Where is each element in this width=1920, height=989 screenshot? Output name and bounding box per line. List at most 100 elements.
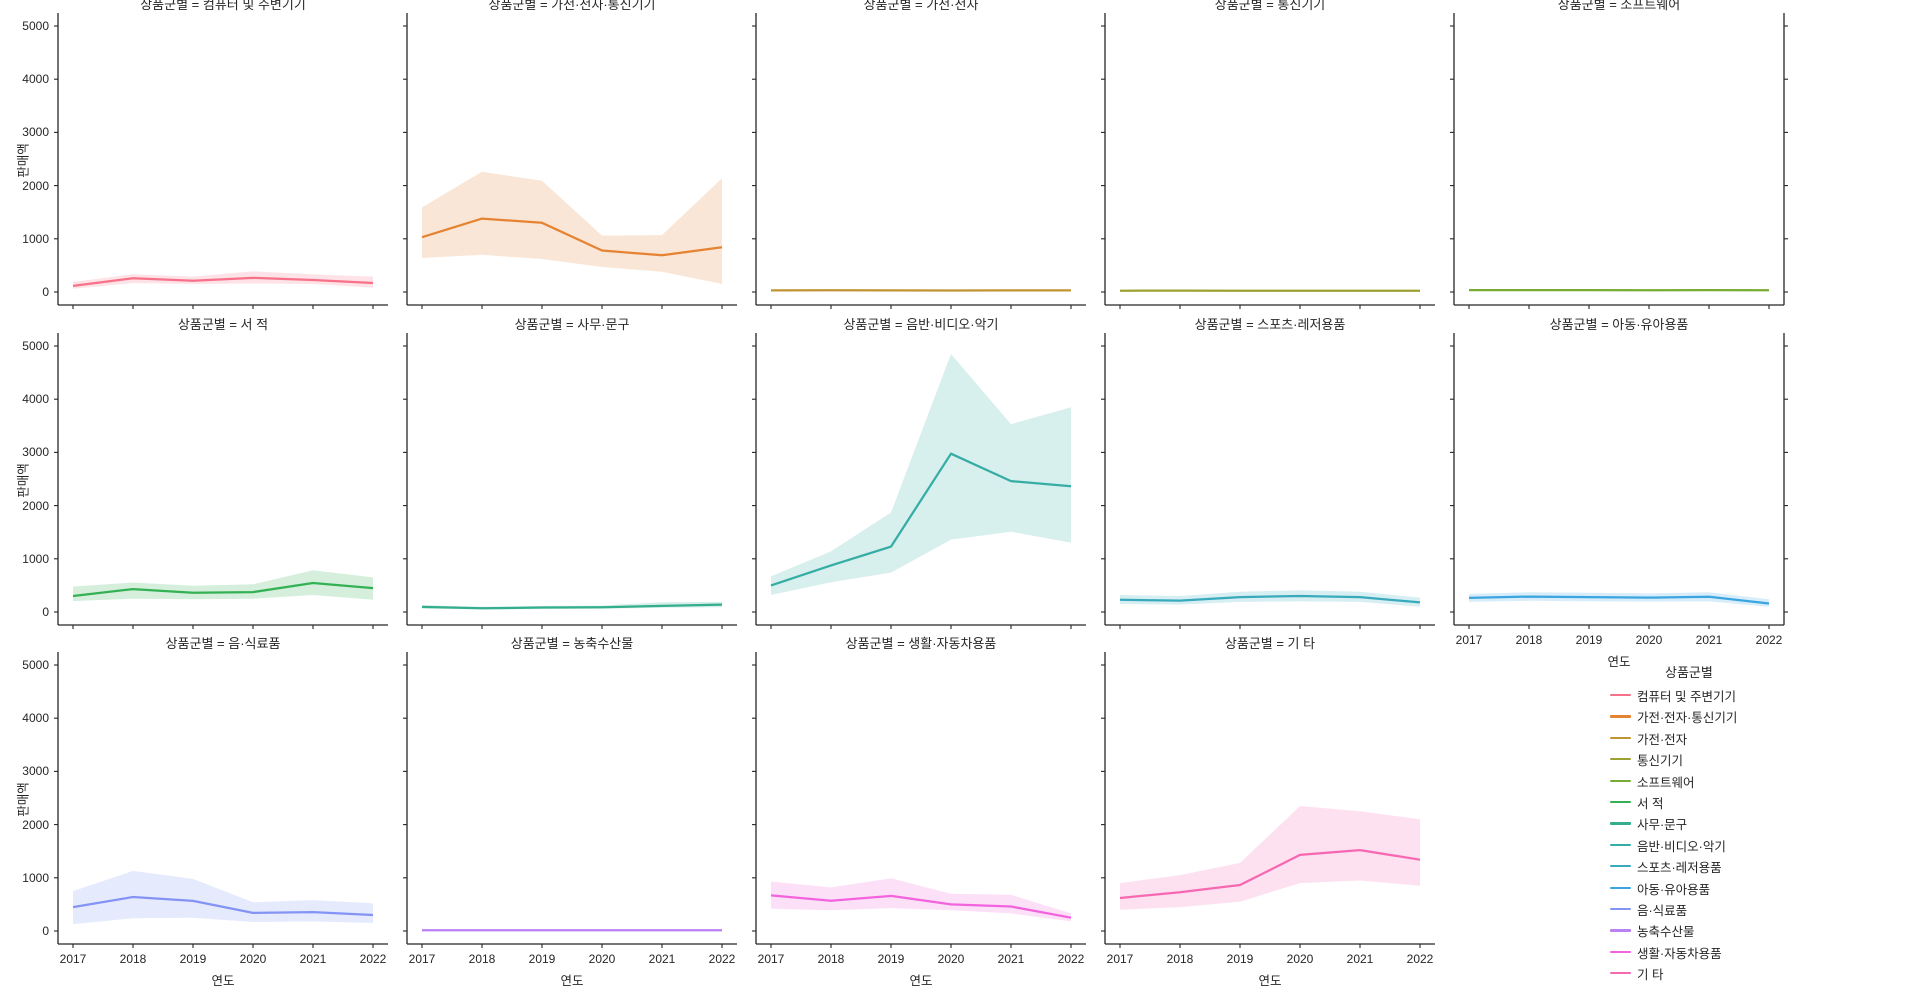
facet-plot <box>52 333 394 633</box>
x-tick-label: 2017 <box>49 952 97 966</box>
x-tick-label: 2021 <box>987 952 1035 966</box>
y-tick-label: 2000 <box>9 818 49 832</box>
x-tick-label: 2017 <box>747 952 795 966</box>
x-tick-label: 2018 <box>1156 952 1204 966</box>
legend-line-swatch <box>1610 694 1631 696</box>
x-tick-label: 2019 <box>1565 633 1613 647</box>
x-axis-label: 연도 <box>1240 970 1300 989</box>
x-tick-label: 2020 <box>229 952 277 966</box>
confidence-band <box>73 871 373 924</box>
legend-label: 스포츠·레저용품 <box>1637 857 1722 876</box>
y-tick-label: 2000 <box>9 499 49 513</box>
legend-line-swatch <box>1610 822 1631 824</box>
x-axis-label: 연도 <box>193 970 253 989</box>
y-tick-label: 1000 <box>9 232 49 246</box>
legend-line-swatch <box>1610 801 1631 803</box>
x-tick-label: 2020 <box>1276 952 1324 966</box>
facet-title: 상품군별 = 기 타 <box>1105 633 1435 652</box>
legend-line-swatch <box>1610 929 1631 931</box>
facet-title: 상품군별 = 음·식료품 <box>58 633 388 652</box>
facet-plot <box>1099 13 1441 313</box>
legend-line-swatch <box>1610 715 1631 717</box>
legend-title: 상품군별 <box>1665 662 1713 681</box>
facet-title: 상품군별 = 가전·전자·통신기기 <box>407 0 737 13</box>
x-axis-label: 연도 <box>891 970 951 989</box>
y-tick-label: 4000 <box>9 72 49 86</box>
facet-plot <box>52 652 394 952</box>
x-tick-label: 2018 <box>807 952 855 966</box>
facet-plot <box>1099 333 1441 633</box>
x-tick-label: 2017 <box>1445 633 1493 647</box>
facet-title: 상품군별 = 아동·유아용품 <box>1454 314 1784 333</box>
x-tick-label: 2018 <box>109 952 157 966</box>
y-tick-label: 3000 <box>9 125 49 139</box>
y-tick-label: 3000 <box>9 764 49 778</box>
y-tick-label: 0 <box>9 605 49 619</box>
x-tick-label: 2019 <box>867 952 915 966</box>
x-axis-label: 연도 <box>542 970 602 989</box>
x-axis-label: 연도 <box>1589 651 1649 670</box>
x-tick-label: 2019 <box>169 952 217 966</box>
y-tick-label: 4000 <box>9 392 49 406</box>
legend-line-swatch <box>1610 951 1631 953</box>
legend-line-swatch <box>1610 908 1631 910</box>
legend-label: 가전·전자·통신기기 <box>1637 707 1737 726</box>
x-tick-label: 2022 <box>1047 952 1095 966</box>
legend-label: 서 적 <box>1637 793 1663 812</box>
facet-plot <box>52 13 394 313</box>
legend-line-swatch <box>1610 887 1631 889</box>
x-tick-label: 2021 <box>638 952 686 966</box>
confidence-band <box>422 172 722 284</box>
legend-line-swatch <box>1610 780 1631 782</box>
facet-title: 상품군별 = 농축수산물 <box>407 633 737 652</box>
facet-title: 상품군별 = 통신기기 <box>1105 0 1435 13</box>
x-tick-label: 2022 <box>1745 633 1793 647</box>
y-axis-label: 판매액 <box>13 141 32 181</box>
facet-plot <box>1099 652 1441 952</box>
x-tick-label: 2018 <box>1505 633 1553 647</box>
y-tick-label: 4000 <box>9 711 49 725</box>
legend-label: 가전·전자 <box>1637 729 1687 748</box>
legend-label: 소프트웨어 <box>1637 772 1695 791</box>
x-tick-label: 2022 <box>698 952 746 966</box>
legend-line-swatch <box>1610 844 1631 846</box>
y-tick-label: 0 <box>9 924 49 938</box>
x-tick-label: 2020 <box>578 952 626 966</box>
x-tick-label: 2020 <box>1625 633 1673 647</box>
confidence-band <box>771 354 1071 595</box>
x-tick-label: 2017 <box>1096 952 1144 966</box>
legend-label: 기 타 <box>1637 964 1663 983</box>
facet-plot <box>401 13 743 313</box>
x-tick-label: 2019 <box>518 952 566 966</box>
x-tick-label: 2021 <box>1685 633 1733 647</box>
facet-plot <box>401 652 743 952</box>
facet-title: 상품군별 = 소프트웨어 <box>1454 0 1784 13</box>
facet-title: 상품군별 = 컴퓨터 및 주변기기 <box>58 0 388 13</box>
x-tick-label: 2021 <box>289 952 337 966</box>
facet-plot <box>750 652 1092 952</box>
x-tick-label: 2021 <box>1336 952 1384 966</box>
facet-plot <box>1448 13 1790 313</box>
y-axis-label: 판매액 <box>13 461 32 501</box>
facet-title: 상품군별 = 생활·자동차용품 <box>756 633 1086 652</box>
y-tick-label: 3000 <box>9 445 49 459</box>
y-tick-label: 0 <box>9 285 49 299</box>
legend-label: 사무·문구 <box>1637 814 1687 833</box>
y-tick-label: 5000 <box>9 19 49 33</box>
facet-title: 상품군별 = 음반·비디오·악기 <box>756 314 1086 333</box>
x-tick-label: 2022 <box>1396 952 1444 966</box>
facet-title: 상품군별 = 서 적 <box>58 314 388 333</box>
x-tick-label: 2022 <box>349 952 397 966</box>
legend-label: 컴퓨터 및 주변기기 <box>1637 686 1736 705</box>
facet-plot <box>750 13 1092 313</box>
legend-label: 음·식료품 <box>1637 900 1687 919</box>
facet-title: 상품군별 = 사무·문구 <box>407 314 737 333</box>
facet-plot <box>1448 333 1790 633</box>
y-tick-label: 1000 <box>9 552 49 566</box>
legend-label: 생활·자동차용품 <box>1637 943 1722 962</box>
facet-title: 상품군별 = 가전·전자 <box>756 0 1086 13</box>
legend-label: 농축수산물 <box>1637 921 1695 940</box>
facet-title: 상품군별 = 스포츠·레저용품 <box>1105 314 1435 333</box>
legend-label: 통신기기 <box>1637 750 1683 769</box>
